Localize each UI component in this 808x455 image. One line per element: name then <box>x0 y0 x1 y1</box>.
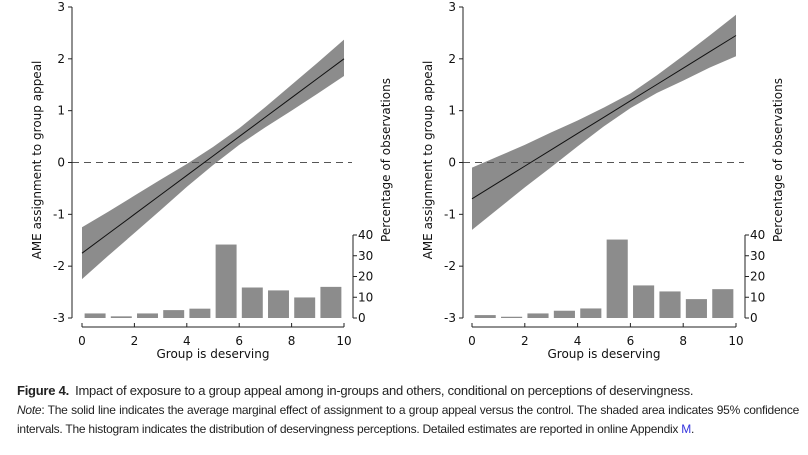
x-tick-label: 8 <box>288 334 296 348</box>
histogram-bar <box>241 287 263 318</box>
y-tick-label: 3 <box>448 0 456 14</box>
ame-line <box>471 35 737 200</box>
chart-panel-2: -3 -2 -1 0 1 2 3 AME assignment to group appeal… <box>421 0 785 361</box>
histogram-bar <box>659 291 681 318</box>
histogram-bar <box>268 290 289 318</box>
x-tick-label: 10 <box>336 334 351 348</box>
y2-tick-label: 10 <box>358 290 373 304</box>
histogram-bar <box>189 308 211 318</box>
histogram-bar <box>501 316 523 318</box>
histogram-bar <box>137 313 158 318</box>
confidence-band <box>82 39 344 280</box>
histogram-bar <box>685 299 707 318</box>
y2-tick-label: 30 <box>358 249 373 263</box>
histogram-bar <box>474 315 496 318</box>
appendix-link[interactable]: M <box>681 422 692 436</box>
chart-panel-1: -3 -2 -1 0 1 2 3 AME assignment to group appeal… <box>30 0 393 361</box>
note-end: . <box>691 422 695 436</box>
caption-label: Figure 4. <box>17 383 69 398</box>
y-tick-label: -3 <box>53 311 65 325</box>
histogram-bar <box>606 239 628 318</box>
y-tick-label: -2 <box>444 259 456 273</box>
y-axis-title: AME assignment to group appeal <box>421 61 435 260</box>
y2-tick-label: 40 <box>750 228 765 242</box>
y-axis-title: AME assignment to group appeal <box>30 61 44 260</box>
y2-tick-label: 20 <box>750 270 765 284</box>
y2-tick-label: 0 <box>358 311 366 325</box>
confidence-band <box>472 14 736 230</box>
histogram-bar <box>712 289 734 318</box>
x-tick-label: 4 <box>574 334 582 348</box>
histogram-bar <box>110 316 132 318</box>
x-tick-label: 6 <box>235 334 243 348</box>
y-tick-label: 2 <box>57 52 65 66</box>
x-tick-label: 0 <box>78 334 86 348</box>
y-tick-label: 1 <box>448 104 456 118</box>
x-tick-label: 0 <box>468 334 476 348</box>
y-tick-label: -3 <box>444 311 456 325</box>
histogram-bar <box>215 244 237 318</box>
caption-title: Impact of exposure to a group appeal amo… <box>75 383 694 398</box>
x-tick-label: 2 <box>131 334 139 348</box>
x-axis-title: Group is deserving <box>548 347 661 361</box>
histogram-bar <box>527 313 549 318</box>
x-tick-label: 4 <box>183 334 191 348</box>
x-tick-label: 2 <box>521 334 529 348</box>
histogram-bar <box>553 310 575 318</box>
y2-axis-title: Percentage of observations <box>379 78 393 242</box>
histogram-bar <box>580 308 602 318</box>
x-tick-label: 6 <box>627 334 635 348</box>
y2-tick-label: 20 <box>358 270 373 284</box>
x-tick-label: 8 <box>679 334 687 348</box>
y-tick-label: -2 <box>53 259 65 273</box>
y-tick-label: 2 <box>448 52 456 66</box>
y-tick-label: 3 <box>57 0 65 14</box>
histogram-bar <box>163 310 185 318</box>
histogram-bar <box>320 286 342 318</box>
y-tick-label: -1 <box>444 207 456 221</box>
y2-tick-label: 10 <box>750 290 765 304</box>
y-tick-label: 0 <box>448 156 456 170</box>
y-tick-label: -1 <box>53 207 65 221</box>
figure: -3 -2 -1 0 1 2 3 AME assignment to group appeal… <box>30 0 785 361</box>
x-tick-label: 10 <box>728 334 743 348</box>
histogram-bar <box>84 313 106 318</box>
ame-line <box>81 58 345 254</box>
y2-tick-label: 0 <box>750 311 758 325</box>
y2-tick-label: 40 <box>358 228 373 242</box>
histogram-bar <box>294 297 316 318</box>
y2-axis-title: Percentage of observations <box>771 78 785 242</box>
histogram-bar <box>633 285 655 318</box>
y-tick-label: 0 <box>57 156 65 170</box>
note-label: Note <box>17 403 42 417</box>
note-text: : The solid line indicates the average m… <box>17 403 799 436</box>
y-tick-label: 1 <box>57 104 65 118</box>
figure-caption: Figure 4. Impact of exposure to a group … <box>17 381 799 439</box>
y2-tick-label: 30 <box>750 249 765 263</box>
caption-note: Note: The solid line indicates the avera… <box>17 401 799 439</box>
x-axis-title: Group is deserving <box>157 347 270 361</box>
